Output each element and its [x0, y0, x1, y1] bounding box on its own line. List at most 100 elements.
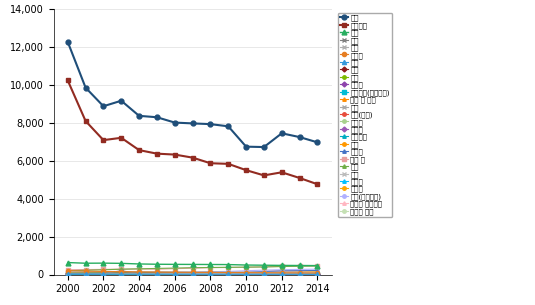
물놀이 [243, 271, 249, 274]
합계 [261, 145, 267, 149]
해양 [136, 271, 142, 275]
유도선 [172, 272, 178, 276]
붕괴 [136, 272, 142, 276]
폭발 [314, 273, 320, 276]
광산 [65, 272, 71, 276]
추락 [243, 271, 249, 274]
자전거 [279, 270, 285, 274]
산불 [243, 272, 249, 276]
유도선 [189, 272, 196, 276]
공단 내 시설 [118, 272, 125, 275]
화재 [261, 264, 267, 267]
열차 [154, 271, 160, 275]
도로교통 [314, 182, 320, 186]
합계 [296, 135, 303, 139]
농기계 [225, 271, 232, 275]
물놀이 [172, 271, 178, 274]
전기(감전) [65, 272, 71, 275]
합계 [118, 99, 125, 102]
승강기 [261, 273, 267, 276]
지하철 [261, 271, 267, 275]
전기(감전) [207, 272, 213, 276]
농기계 [82, 271, 89, 275]
추락 [136, 270, 142, 274]
해양 [189, 271, 196, 275]
보일러 [136, 273, 142, 276]
등산 [189, 266, 196, 270]
화재 [154, 262, 160, 266]
승강기 [154, 273, 160, 276]
추락 [314, 271, 320, 275]
유도선 [100, 272, 106, 276]
지하철 [225, 271, 232, 274]
붕괴 [261, 272, 267, 276]
물놀이 [296, 269, 303, 273]
폭발 [279, 272, 285, 276]
합계 [154, 115, 160, 119]
광산 [100, 272, 106, 276]
등산 [136, 267, 142, 271]
헬리콥기 [189, 273, 196, 276]
Line: 익사 동: 익사 동 [66, 264, 319, 271]
산불 [172, 272, 178, 276]
헬리콥기 [296, 273, 303, 276]
물놀이 [82, 271, 89, 274]
농기계 [65, 271, 71, 275]
환경오염(기름유출) [65, 272, 71, 276]
열차 [261, 272, 267, 275]
붕괴 [154, 272, 160, 276]
자전거 [172, 271, 178, 275]
보일러 [225, 273, 232, 276]
환경오염(기름유출) [100, 272, 106, 276]
농기계 [296, 272, 303, 275]
도로교통 [207, 161, 213, 165]
유도선 [154, 272, 160, 276]
폭발 [172, 272, 178, 276]
승강기 [100, 273, 106, 276]
공단 내 시설 [314, 272, 320, 276]
레저(생활체육) [261, 268, 267, 272]
익사 동 [189, 266, 196, 270]
추락 [261, 271, 267, 274]
농기계 [172, 271, 178, 275]
등산 [82, 268, 89, 272]
보일러 [296, 273, 303, 276]
화재 [225, 263, 232, 266]
가스 [82, 271, 89, 275]
Line: 열차: 열차 [66, 271, 319, 276]
어린이 놀이시설 [314, 269, 320, 272]
자전거 [225, 271, 232, 274]
농기계 [136, 271, 142, 275]
헬리콥기 [136, 273, 142, 276]
농기계 [118, 271, 125, 275]
폭발 [189, 272, 196, 276]
공단 내 시설 [154, 272, 160, 275]
화재 [82, 261, 89, 265]
지하철 [314, 271, 320, 275]
보일러 [65, 273, 71, 276]
승강기 [207, 273, 213, 276]
도로교통 [172, 153, 178, 156]
도로교통 [243, 168, 249, 172]
합계 [243, 145, 249, 149]
유도선 [225, 272, 232, 276]
붕괴 [225, 272, 232, 276]
산불 [118, 269, 125, 273]
광산 [225, 272, 232, 276]
공단 내 시설 [261, 272, 267, 276]
합계 [225, 124, 232, 128]
자전거 [154, 271, 160, 275]
공단 내 시설 [65, 271, 71, 275]
헬리콥기 [65, 273, 71, 276]
물놀이 [261, 270, 267, 273]
해양 [82, 271, 89, 275]
산불 [296, 272, 303, 276]
보일러 [314, 273, 320, 276]
가스 [154, 271, 160, 275]
유도선 [279, 273, 285, 276]
유도선 [243, 273, 249, 276]
익사 동 [65, 268, 71, 271]
산불 [65, 272, 71, 275]
지하철 [100, 270, 106, 273]
열차 [279, 272, 285, 276]
